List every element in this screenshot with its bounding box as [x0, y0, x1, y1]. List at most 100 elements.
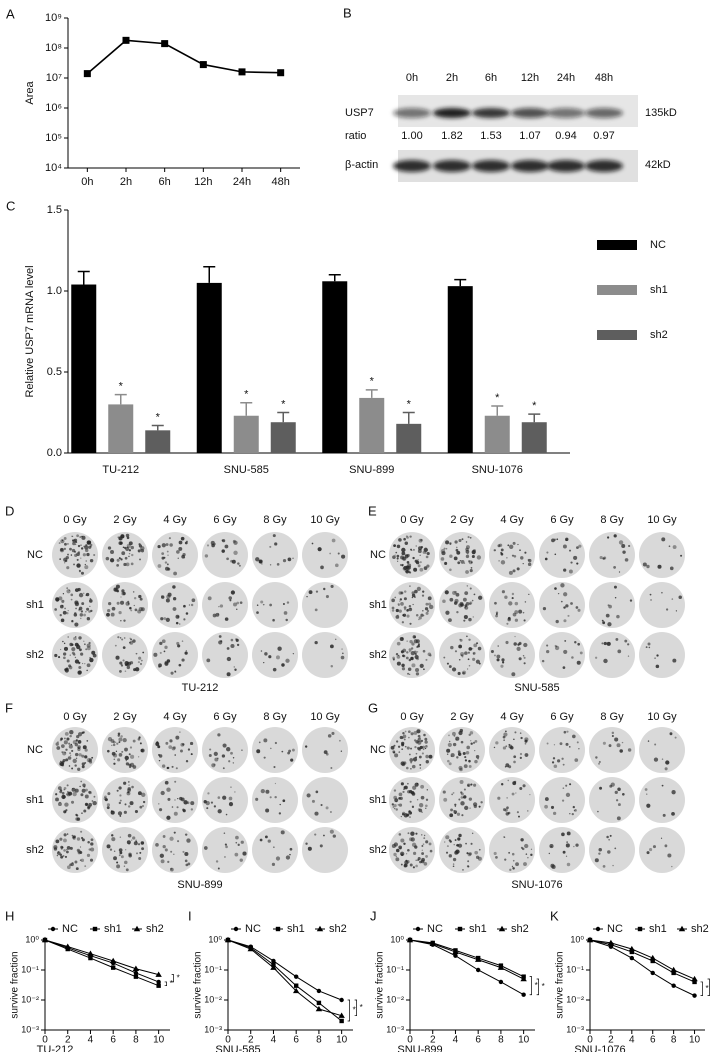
- colony: [407, 730, 411, 734]
- colony: [314, 608, 318, 612]
- colony: [504, 595, 508, 599]
- colony: [411, 663, 416, 668]
- group-label: sh1: [369, 794, 387, 806]
- significance-bracket: [536, 978, 539, 996]
- bar: [145, 430, 171, 453]
- colony: [62, 751, 67, 756]
- colony: [549, 844, 554, 849]
- colony: [311, 542, 314, 545]
- colony: [121, 750, 124, 753]
- colony: [573, 845, 575, 848]
- colony: [464, 591, 469, 596]
- colony: [274, 782, 277, 785]
- colony: [427, 596, 432, 601]
- marker: [498, 925, 506, 932]
- colony: [624, 639, 628, 643]
- colony: [90, 838, 94, 842]
- colony: [78, 592, 84, 598]
- colony: [514, 618, 519, 622]
- culture-well: [202, 582, 248, 628]
- colony: [80, 858, 85, 863]
- colony: [562, 787, 565, 790]
- marker: [692, 993, 697, 998]
- colony: [72, 836, 75, 839]
- blot-band: [393, 160, 431, 172]
- colony: [511, 592, 515, 596]
- colony: [83, 545, 86, 548]
- colony: [78, 665, 82, 670]
- colony: [182, 850, 185, 853]
- colony: [418, 546, 423, 551]
- colony: [405, 570, 409, 574]
- colony: [415, 859, 417, 862]
- colony: [268, 655, 272, 659]
- x-tick-label: 2: [608, 1035, 614, 1046]
- colony: [128, 853, 132, 858]
- colony: [605, 613, 610, 618]
- colony: [656, 654, 659, 657]
- colony: [463, 764, 468, 769]
- colony: [165, 617, 170, 622]
- colony: [139, 597, 143, 601]
- colony: [226, 746, 231, 752]
- colony: [61, 791, 65, 795]
- colony: [181, 640, 184, 642]
- colony: [90, 842, 94, 846]
- colony: [467, 865, 470, 868]
- dose-label: 4 Gy: [500, 514, 524, 526]
- colony: [140, 659, 143, 662]
- bar: [71, 284, 97, 453]
- colony: [90, 847, 95, 852]
- colony: [445, 835, 450, 840]
- colony: [607, 850, 611, 854]
- colony: [470, 842, 473, 845]
- colony: [132, 591, 135, 593]
- colony: [422, 590, 425, 593]
- y-tick-label: 10⁻²: [566, 994, 584, 1004]
- colony: [611, 734, 614, 738]
- colony: [177, 797, 179, 800]
- y-tick-label: 10⁷: [46, 72, 62, 84]
- colony: [408, 604, 412, 608]
- colony: [468, 664, 471, 667]
- colony: [408, 736, 410, 739]
- culture-well: [52, 582, 98, 628]
- colony: [458, 833, 462, 838]
- colony: [203, 846, 208, 850]
- colony: [426, 564, 430, 568]
- culture-well: [252, 532, 298, 578]
- colony: [87, 841, 90, 844]
- colony: [274, 542, 278, 546]
- colony: [226, 647, 230, 650]
- colony: [217, 809, 222, 814]
- colony: [621, 543, 626, 548]
- colony: [405, 565, 411, 570]
- colony: [565, 604, 569, 608]
- colony: [402, 654, 405, 658]
- colony: [130, 754, 135, 759]
- colony: [469, 731, 474, 735]
- colony: [272, 667, 277, 672]
- colony: [462, 597, 467, 602]
- colony: [562, 850, 566, 854]
- colony: [69, 846, 73, 850]
- data-line: [44, 939, 159, 983]
- colony: [161, 556, 165, 560]
- colony: [622, 550, 626, 554]
- colony: [137, 661, 140, 664]
- culture-well: [539, 532, 585, 578]
- colony: [66, 850, 69, 854]
- culture-well: [489, 777, 535, 823]
- colony: [504, 766, 507, 768]
- colony: [106, 806, 110, 810]
- colony: [400, 591, 404, 595]
- colony: [421, 594, 425, 597]
- colony: [308, 590, 313, 595]
- colony: [458, 658, 461, 661]
- colony: [464, 606, 467, 609]
- colony: [139, 662, 143, 666]
- colony: [412, 785, 417, 790]
- colony: [340, 655, 345, 660]
- colony: [120, 558, 123, 561]
- colony: [233, 540, 238, 545]
